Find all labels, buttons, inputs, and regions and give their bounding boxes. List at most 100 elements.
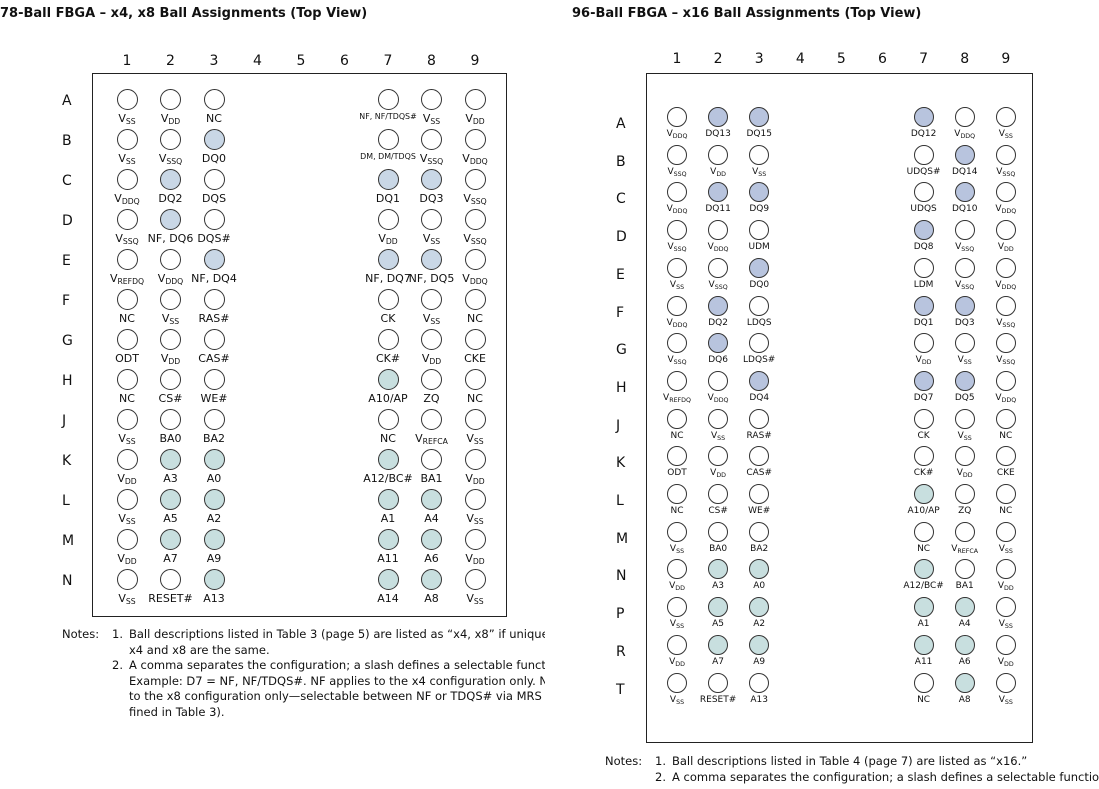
ball-label: A10/AP <box>368 391 408 405</box>
row-label: G <box>62 333 73 349</box>
ball-N3 <box>203 568 225 590</box>
row-label: C <box>62 173 72 189</box>
note-number: 1. <box>655 754 666 768</box>
ball-label: VREFDQ <box>109 271 145 286</box>
row-label: F <box>616 304 625 321</box>
ball-P3 <box>749 597 770 618</box>
ball-L9 <box>995 484 1016 504</box>
ball-G8 <box>421 328 442 350</box>
ball-label: VDD <box>160 111 181 126</box>
ball-label: DQ1 <box>375 191 401 205</box>
ball-D1 <box>116 208 138 230</box>
ball-M8 <box>954 521 975 542</box>
row-label: D <box>616 229 627 246</box>
ball-N2 <box>160 568 181 590</box>
ball-B7 <box>377 128 399 150</box>
ball-label: VSS <box>466 591 484 606</box>
ball-label: VDDQ <box>995 279 1017 291</box>
ball-label: VSS <box>711 430 726 442</box>
ball-B2 <box>160 128 181 150</box>
ball-label: NC <box>917 694 931 705</box>
ball-label: VSS <box>118 591 136 606</box>
row-label: M <box>62 533 75 549</box>
ball-N2 <box>708 559 729 580</box>
right-notes: Notes: 1. Ball descriptions listed in Tabl… <box>605 754 1099 789</box>
ball-label: DQ6 <box>708 355 728 366</box>
ball-C3 <box>203 168 225 190</box>
ball-F2 <box>160 288 181 310</box>
ball-label: BA0 <box>159 431 182 445</box>
ball-N9 <box>995 559 1016 580</box>
note-text: A comma separates the configuration; a s… <box>672 769 1099 784</box>
ball-label: NC <box>917 543 931 554</box>
ball-label: A4 <box>424 511 439 525</box>
ball-G7 <box>377 328 399 350</box>
ball-K2 <box>708 446 729 467</box>
ball-B2 <box>708 144 729 165</box>
ball-M1 <box>667 521 687 542</box>
ball-F8 <box>954 295 975 316</box>
ball-label: VSS <box>998 129 1013 140</box>
ball-L3 <box>203 488 225 510</box>
ball-label: VDD <box>710 166 727 178</box>
ball-label: DQ10 <box>951 204 978 215</box>
ball-label: VSS <box>422 111 441 126</box>
ball-C9 <box>995 182 1016 203</box>
ball-label: VSS <box>466 431 484 446</box>
ball-label: VDD <box>915 355 932 367</box>
ball-R8 <box>954 634 975 655</box>
ball-label: DQ2 <box>708 317 728 328</box>
ball-P2 <box>708 597 729 618</box>
ball-N1 <box>667 559 687 580</box>
ball-label: VDDQ <box>666 204 688 216</box>
ball-label: NF, DQ6 <box>147 231 194 245</box>
ball-label: BA1 <box>955 581 974 592</box>
ball-C1 <box>667 182 687 203</box>
ball-L3 <box>749 484 770 504</box>
ball-label: A6 <box>958 656 971 667</box>
ball-C2 <box>708 182 729 203</box>
ball-label: A7 <box>163 551 178 565</box>
ball-M2 <box>160 528 181 550</box>
ball-label: VSS <box>422 311 441 326</box>
ball-label: A12/BC# <box>363 471 413 485</box>
ball-label: DQS# <box>197 231 231 245</box>
ball-B9 <box>995 144 1016 165</box>
ball-label: NF, DQ7 <box>365 271 411 285</box>
ball-label: VDD <box>669 656 685 668</box>
ball-label: NC <box>670 506 684 516</box>
row-label: H <box>616 379 627 396</box>
column-label: 3 <box>754 51 764 67</box>
ball-L9 <box>464 488 486 510</box>
ball-G2 <box>160 328 181 350</box>
ball-E3 <box>749 257 770 278</box>
ball-label: VSS <box>669 279 685 291</box>
ball-label: UDQS# <box>906 166 941 177</box>
ball-label: VDD <box>465 111 485 126</box>
ball-T1 <box>667 672 687 693</box>
ball-H7 <box>913 370 934 391</box>
column-label: 4 <box>253 53 262 69</box>
ball-L2 <box>708 484 729 504</box>
ball-label: VSSQ <box>996 355 1016 367</box>
notes-heading: Notes: <box>605 754 643 768</box>
ball-B9 <box>464 128 486 150</box>
ball-C3 <box>749 182 770 203</box>
ball-label: VSSQ <box>996 317 1016 329</box>
ball-label: NC <box>670 430 684 441</box>
ball-P8 <box>954 597 975 618</box>
ball-label: WE# <box>200 391 228 405</box>
column-label: 7 <box>919 51 929 67</box>
ball-F8 <box>421 288 442 310</box>
ball-L8 <box>954 484 975 504</box>
note-text: to the x8 configuration only—selectable … <box>129 689 545 703</box>
ball-label: VSSQ <box>463 191 487 206</box>
column-label: 1 <box>122 53 132 69</box>
ball-label: A8 <box>958 694 971 705</box>
ball-label: VSSQ <box>419 151 444 166</box>
ball-T9 <box>995 672 1016 693</box>
ball-label: VSSQ <box>667 166 687 178</box>
ball-label: ODT <box>667 468 687 479</box>
ball-label: A0 <box>206 471 222 485</box>
ball-H8 <box>954 370 975 391</box>
